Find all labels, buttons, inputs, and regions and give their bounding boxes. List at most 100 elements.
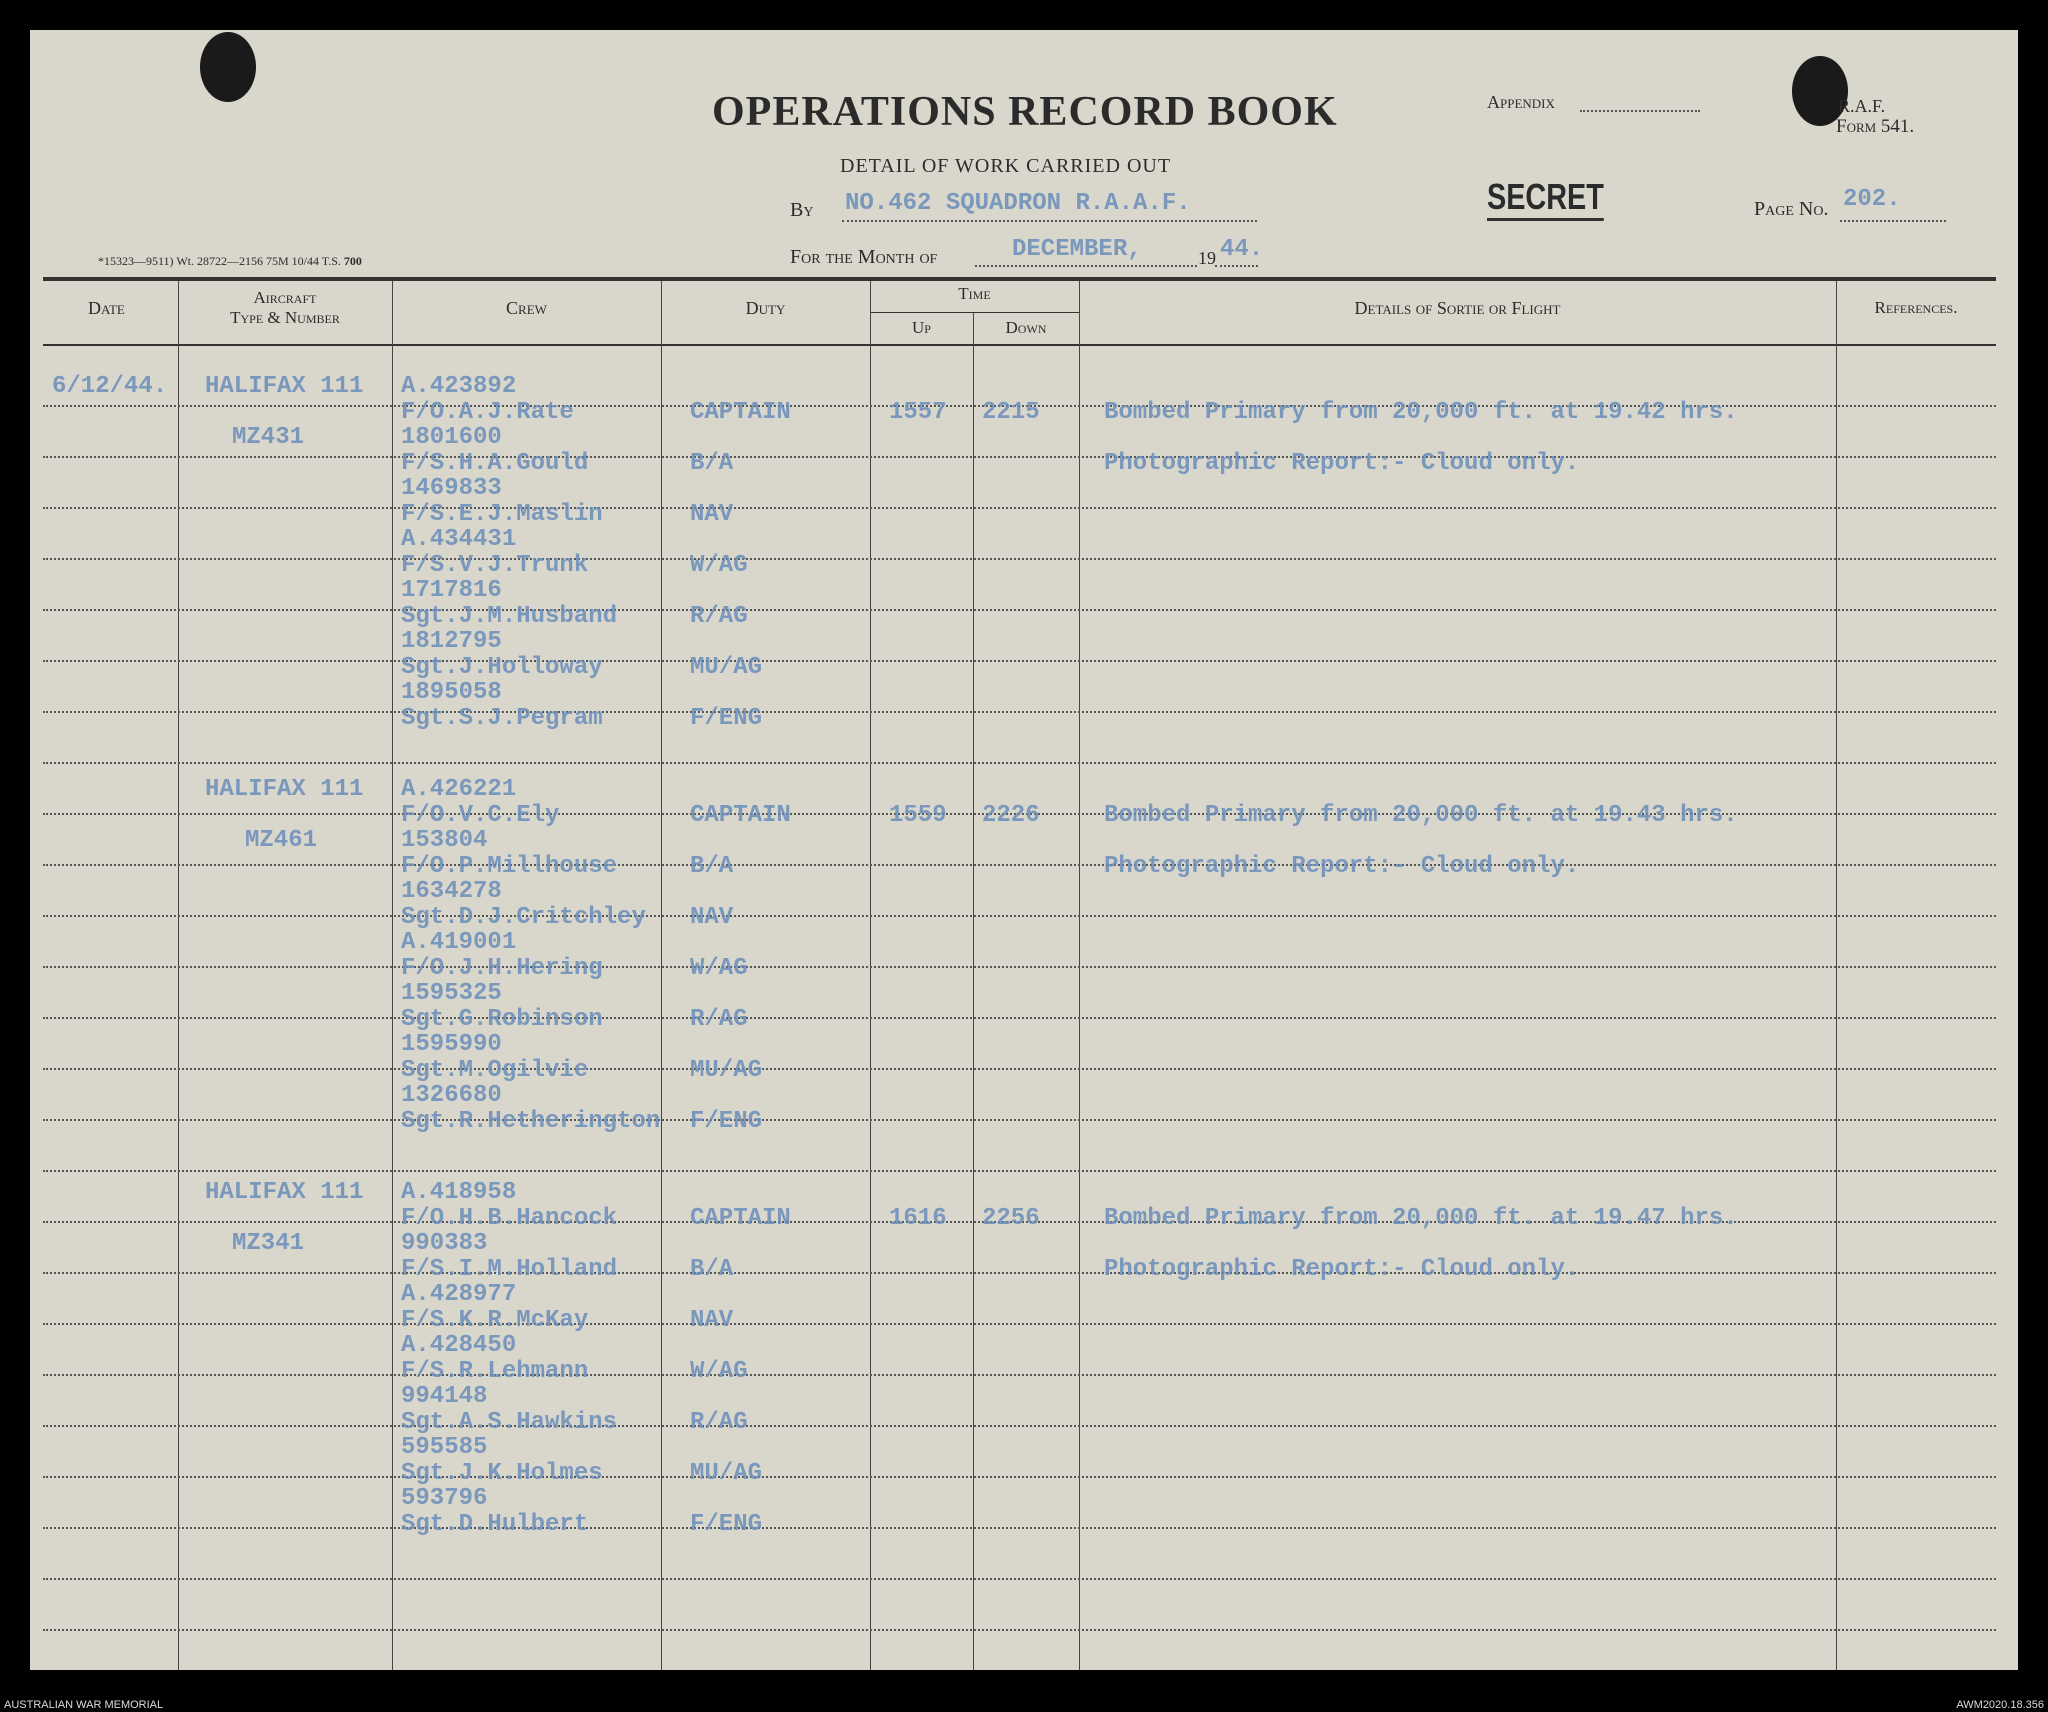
crew-duty: F/ENG [690, 704, 763, 732]
sortie-details: Bombed Primary from 20,000 ft. at 19.47 … [1104, 1204, 1738, 1232]
ruled-line [43, 966, 1996, 968]
crew-duty: W/AG [690, 551, 748, 579]
col-header-details: Details of Sortie or Flight [1354, 298, 1561, 318]
crew-duty: B/A [690, 449, 734, 477]
document-page [30, 30, 2018, 1670]
year-field [1215, 265, 1258, 267]
crew-service-number: 1812795 [401, 628, 502, 655]
crew-name: Sgt.J.M.Husband [401, 602, 618, 630]
crew-duty: CAPTAIN [690, 1204, 791, 1232]
crew-name: F/S.I.M.Holland [401, 1255, 618, 1283]
crew-duty: B/A [690, 1255, 734, 1283]
crew-duty: R/AG [690, 1408, 748, 1436]
crew-service-number: A.423892 [401, 373, 517, 400]
page-title: OPERATIONS RECORD BOOK [712, 89, 1338, 135]
ruled-line [43, 864, 1996, 866]
by-field [842, 220, 1257, 222]
crew-service-number: 1634278 [401, 878, 502, 905]
crew-service-number: 153804 [401, 827, 488, 854]
time-down: 2256 [982, 1204, 1040, 1232]
time-up: 1616 [889, 1204, 947, 1232]
ruled-line [43, 813, 1996, 815]
crew-service-number: 1801600 [401, 424, 502, 451]
crew-duty: B/A [690, 852, 734, 880]
appendix-field [1580, 110, 1700, 112]
aircraft-serial: MZ341 [232, 1230, 305, 1257]
crew-service-number: 990383 [401, 1230, 488, 1257]
col-header-time: Time [958, 284, 991, 303]
year-value: 44. [1220, 236, 1264, 263]
secret-stamp: SECRET [1487, 176, 1604, 221]
column-divider [661, 281, 662, 1670]
month-field [975, 265, 1197, 267]
col-header-crew: Crew [506, 298, 547, 318]
crew-service-number: 994148 [401, 1383, 488, 1410]
page-subtitle: DETAIL OF WORK CARRIED OUT [840, 155, 1172, 177]
crew-name: Sgt.S.J.Pegram [401, 704, 603, 732]
photo-report: Photographic Report:- Cloud only. [1104, 449, 1580, 477]
appendix-label: Appendix [1487, 92, 1555, 112]
page-number-value: 202. [1843, 186, 1901, 213]
crew-duty: W/AG [690, 1357, 748, 1385]
ruled-line [43, 1068, 1996, 1070]
crew-name: F/S.K.R.McKay [401, 1306, 589, 1334]
footer-credit: AUSTRALIAN WAR MEMORIAL [4, 1699, 164, 1711]
crew-service-number: 1717816 [401, 577, 502, 604]
crew-service-number: A.426221 [401, 776, 517, 803]
crew-name: F/O.H.B.Hancock [401, 1204, 618, 1232]
ruled-line [43, 507, 1996, 509]
crew-duty: MU/AG [690, 653, 763, 681]
form-line-1: R.A.F. [1838, 96, 1886, 116]
print-code: *15323—9511) Wt. 28722—2156 75M 10/44 T.… [98, 254, 362, 269]
crew-duty: W/AG [690, 954, 748, 982]
column-divider [178, 281, 179, 1670]
crew-service-number: 595585 [401, 1434, 488, 1461]
crew-duty: F/ENG [690, 1107, 763, 1135]
column-divider [1079, 281, 1080, 1670]
crew-duty: F/ENG [690, 1510, 763, 1538]
crew-service-number: 593796 [401, 1485, 488, 1512]
ruled-line [43, 1221, 1996, 1223]
crew-service-number: 1895058 [401, 679, 502, 706]
crew-service-number: 1469833 [401, 475, 502, 502]
crew-name: Sgt.J.K.Holmes [401, 1459, 603, 1487]
crew-duty: NAV [690, 903, 734, 931]
crew-service-number: A.428977 [401, 1281, 517, 1308]
ruled-line [43, 1119, 1996, 1121]
crew-name: Sgt.A.S.Hawkins [401, 1408, 618, 1436]
time-up: 1559 [889, 801, 947, 829]
crew-service-number: A.428450 [401, 1332, 517, 1359]
crew-duty: NAV [690, 500, 734, 528]
aircraft-serial: MZ431 [232, 424, 305, 451]
crew-duty: MU/AG [690, 1459, 763, 1487]
aircraft-serial: MZ461 [245, 827, 318, 854]
ruled-line [43, 1374, 1996, 1376]
by-label: By [790, 199, 814, 221]
crew-service-number: A.418958 [401, 1179, 517, 1206]
crew-name: Sgt.D.Hulbert [401, 1510, 589, 1538]
ruled-line [43, 1578, 1996, 1580]
aircraft-type: HALIFAX 111 [205, 1179, 364, 1206]
time-down: 2226 [982, 801, 1040, 829]
col-header-aircraft: Aircraft Type & Number [178, 288, 392, 328]
sortie-details: Bombed Primary from 20,000 ft. at 19.43 … [1104, 801, 1738, 829]
crew-name: Sgt.J.Holloway [401, 653, 603, 681]
photo-report: Photographic Report:- Cloud only. [1104, 852, 1580, 880]
header-rule [43, 277, 1996, 281]
squadron-value: NO.462 SQUADRON R.A.A.F. [845, 190, 1191, 217]
ruled-line [43, 1425, 1996, 1427]
ruled-line [43, 558, 1996, 560]
col-header-aircraft-line2: Type & Number [230, 308, 340, 327]
column-divider [392, 281, 393, 1670]
time-down: 2215 [982, 398, 1040, 426]
sortie-details: Bombed Primary from 20,000 ft. at 19.42 … [1104, 398, 1738, 426]
col-header-references: References. [1874, 298, 1958, 317]
ruled-line [43, 456, 1996, 458]
ruled-line [43, 660, 1996, 662]
crew-name: F/S.R.Lehmann [401, 1357, 589, 1385]
crew-service-number: 1595990 [401, 1031, 502, 1058]
ruled-line [43, 1272, 1996, 1274]
crew-duty: NAV [690, 1306, 734, 1334]
print-code-text: *15323—9511) Wt. 28722—2156 75M 10/44 T.… [98, 254, 341, 268]
col-header-date: Date [88, 298, 125, 318]
